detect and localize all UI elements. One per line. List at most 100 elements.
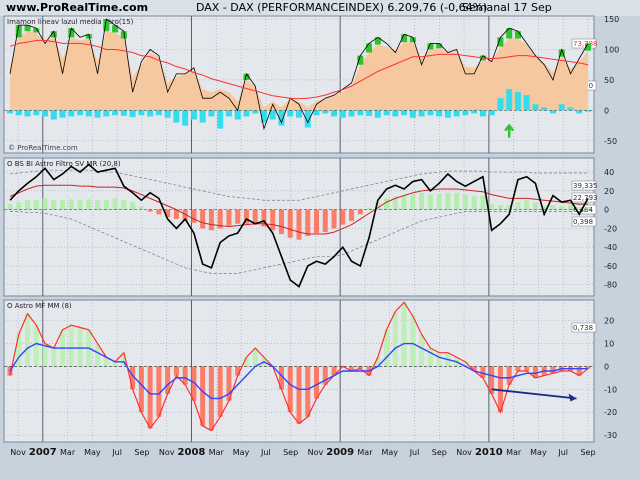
mf-bar xyxy=(235,366,241,376)
mr-line xyxy=(9,184,588,235)
lazul-bar xyxy=(33,110,40,116)
astro-line xyxy=(9,163,589,288)
mf-bar xyxy=(68,325,74,367)
filtro-bar xyxy=(77,200,83,210)
filtro-bar xyxy=(524,200,530,210)
mf-bar xyxy=(243,357,249,367)
filtro-bar xyxy=(243,209,249,224)
value-readout-box xyxy=(571,192,597,203)
mf-bar xyxy=(296,366,302,424)
mf-bar xyxy=(506,366,512,385)
y-tick-label: -80 xyxy=(604,281,617,290)
x-tick-label: Mar xyxy=(209,448,225,457)
lazul-bar xyxy=(471,110,478,114)
filtro-bar xyxy=(471,195,477,210)
filtro-bar xyxy=(559,205,565,210)
instrument-title: DAX - DAX (PERFORMANCEINDEX) 6.209,76 (-… xyxy=(196,1,488,14)
lazul-bar xyxy=(479,110,486,117)
x-tick-label: 2008 xyxy=(178,447,206,458)
y-tick-label: 0 xyxy=(604,106,609,115)
lazul-bar xyxy=(7,110,13,114)
lazul-bar xyxy=(532,104,539,111)
filtro-bar xyxy=(340,209,346,225)
mf-bar xyxy=(103,357,109,367)
lazul-bar xyxy=(190,110,197,120)
lazul-bar xyxy=(313,110,320,116)
filtro-bar xyxy=(454,192,460,210)
lazul-bar xyxy=(585,110,591,112)
lazul-bar xyxy=(374,110,381,118)
y-tick-label: -20 xyxy=(604,408,617,417)
filtro-bar xyxy=(173,209,179,220)
panel-2: 40 20 0 -20 -40 -60 -80 O BS BI Astro Filtro SV… xyxy=(3,157,617,297)
x-tick-label: Jul xyxy=(111,448,122,457)
imamon-bar xyxy=(85,34,92,39)
mf-bar xyxy=(130,366,136,390)
imamon-bar xyxy=(585,43,591,51)
y-tick-label: -40 xyxy=(604,243,617,252)
y-tick-label: -60 xyxy=(604,262,617,271)
filtro-bar xyxy=(567,204,573,210)
x-tick-label: 2010 xyxy=(475,447,503,458)
y-tick-label: -10 xyxy=(604,385,617,394)
filtro-bar xyxy=(349,209,355,221)
filtro-bar xyxy=(182,209,188,221)
lazul-bar xyxy=(243,110,250,117)
lazul-bar xyxy=(462,110,469,116)
imamon-bar xyxy=(558,49,565,57)
lazul-bar xyxy=(383,110,390,116)
x-tick-label: Sep xyxy=(134,448,149,457)
mf-bar xyxy=(532,366,538,378)
filtro-bar xyxy=(392,196,398,210)
x-tick-label: May xyxy=(381,448,398,457)
mf-bar xyxy=(410,316,416,367)
y-tick-label: 20 xyxy=(604,187,614,196)
lazul-bar xyxy=(392,110,399,117)
lazul-bar xyxy=(50,110,57,120)
panel-legend: O BS BI Astro Filtro SV MR (20,8) xyxy=(7,160,121,168)
green-up-arrow xyxy=(504,123,515,138)
filtro-bar xyxy=(130,202,136,210)
mf-bar xyxy=(252,348,258,367)
lazul-bar xyxy=(488,110,495,116)
y-tick-label: -20 xyxy=(604,224,617,233)
filtro-bar xyxy=(7,204,13,210)
period-label: Semanal 17 Sep xyxy=(462,1,552,14)
brand-label: www.ProRealTime.com xyxy=(6,1,149,14)
imamon-bar xyxy=(243,73,250,80)
imamon-bar xyxy=(112,25,119,33)
filtro-bar xyxy=(95,200,101,210)
lazul-bar xyxy=(164,110,171,118)
imamon-bar xyxy=(103,19,110,32)
imamon-bar xyxy=(68,28,75,38)
y-tick-label: 50 xyxy=(604,76,614,85)
x-tick-label: Nov xyxy=(10,448,26,457)
lazul-bar xyxy=(269,110,276,120)
mf-bar xyxy=(51,348,57,367)
filtro-bar xyxy=(138,206,144,210)
filtro-bar xyxy=(165,209,171,218)
watermark: © ProRealTime.com xyxy=(8,144,78,152)
mf-bar xyxy=(112,361,118,367)
mf-bar xyxy=(401,302,407,367)
lazul-bar xyxy=(112,110,119,116)
x-tick-label: 2007 xyxy=(29,447,57,458)
lazul-bar xyxy=(401,110,408,116)
imamon-bar xyxy=(436,43,443,49)
filtro-bar xyxy=(217,209,223,229)
mf-bar xyxy=(585,366,591,369)
panel-1: 150 100 50 0 -50 Imamon lineav lazul media ce… xyxy=(3,15,619,154)
y-tick-label: 10 xyxy=(604,340,614,349)
filtro-bar xyxy=(401,194,407,210)
filtro-bar xyxy=(16,202,22,210)
mf-bar xyxy=(392,311,398,367)
lazul-bar xyxy=(506,89,513,111)
imamon-bar xyxy=(15,25,22,38)
lazul-bar xyxy=(409,110,416,118)
x-tick-label: Mar xyxy=(60,448,76,457)
mf-bar xyxy=(156,366,162,417)
lazul-bar xyxy=(523,95,530,111)
x-tick-label: Nov xyxy=(308,448,324,457)
lazul-bar xyxy=(576,110,583,114)
mf-bar xyxy=(217,366,223,417)
